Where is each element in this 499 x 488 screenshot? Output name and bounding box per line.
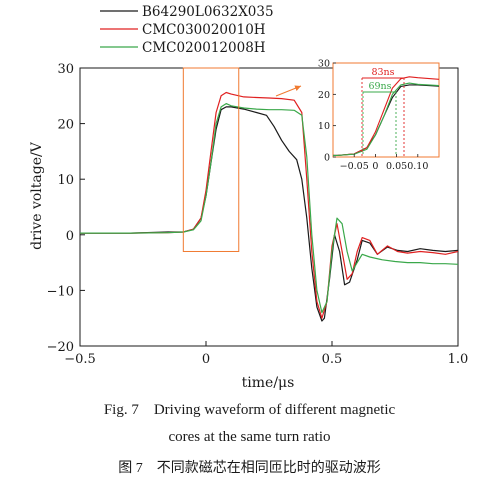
y-axis-label: drive voltage/V bbox=[29, 141, 45, 250]
legend-label-b64290: B64290L0632X035 bbox=[142, 4, 274, 20]
caption-chinese: 图 7 不同款磁芯在相同匝比时的驱动波形 bbox=[0, 457, 499, 477]
inset-x-tick-label: −0.05 bbox=[340, 161, 369, 172]
legend: B64290L0632X035 CMC030020010H CMC0200120… bbox=[100, 4, 274, 56]
inset-y-tick-label: 30 bbox=[318, 59, 330, 70]
inset-y-tick-label: 0 bbox=[324, 153, 330, 164]
y-tick-label: 30 bbox=[57, 62, 74, 77]
caption-english-line2: cores at the same turn ratio bbox=[0, 429, 499, 446]
red-span-label: 83ns bbox=[371, 67, 394, 78]
y-tick-label: 20 bbox=[57, 118, 74, 133]
green-span-label: 69ns bbox=[368, 81, 391, 92]
y-tick-label: −20 bbox=[47, 340, 74, 355]
x-tick-label: 0 bbox=[202, 352, 210, 367]
inset-x-tick-label: 0 bbox=[372, 161, 378, 172]
inset-y-tick-label: 10 bbox=[318, 121, 330, 132]
inset-y-tick-label: 20 bbox=[318, 90, 330, 101]
x-tick-label: 0.5 bbox=[322, 352, 343, 367]
x-tick-label: 1.0 bbox=[448, 352, 469, 367]
x-axis-label: time/μs bbox=[242, 375, 295, 391]
y-tick-label: −10 bbox=[47, 284, 74, 299]
y-tick-label: 10 bbox=[57, 173, 74, 188]
zoom-arrow bbox=[276, 86, 301, 96]
y-tick-label: 0 bbox=[66, 229, 74, 244]
caption-english-line1: Fig. 7 Driving waveform of different mag… bbox=[0, 402, 499, 419]
legend-label-cmc030: CMC030020010H bbox=[142, 22, 266, 38]
inset-x-tick-label: 0.05 bbox=[386, 161, 407, 172]
inset-x-tick-label: 0.10 bbox=[407, 161, 428, 172]
legend-label-cmc020: CMC020012008H bbox=[142, 40, 266, 56]
